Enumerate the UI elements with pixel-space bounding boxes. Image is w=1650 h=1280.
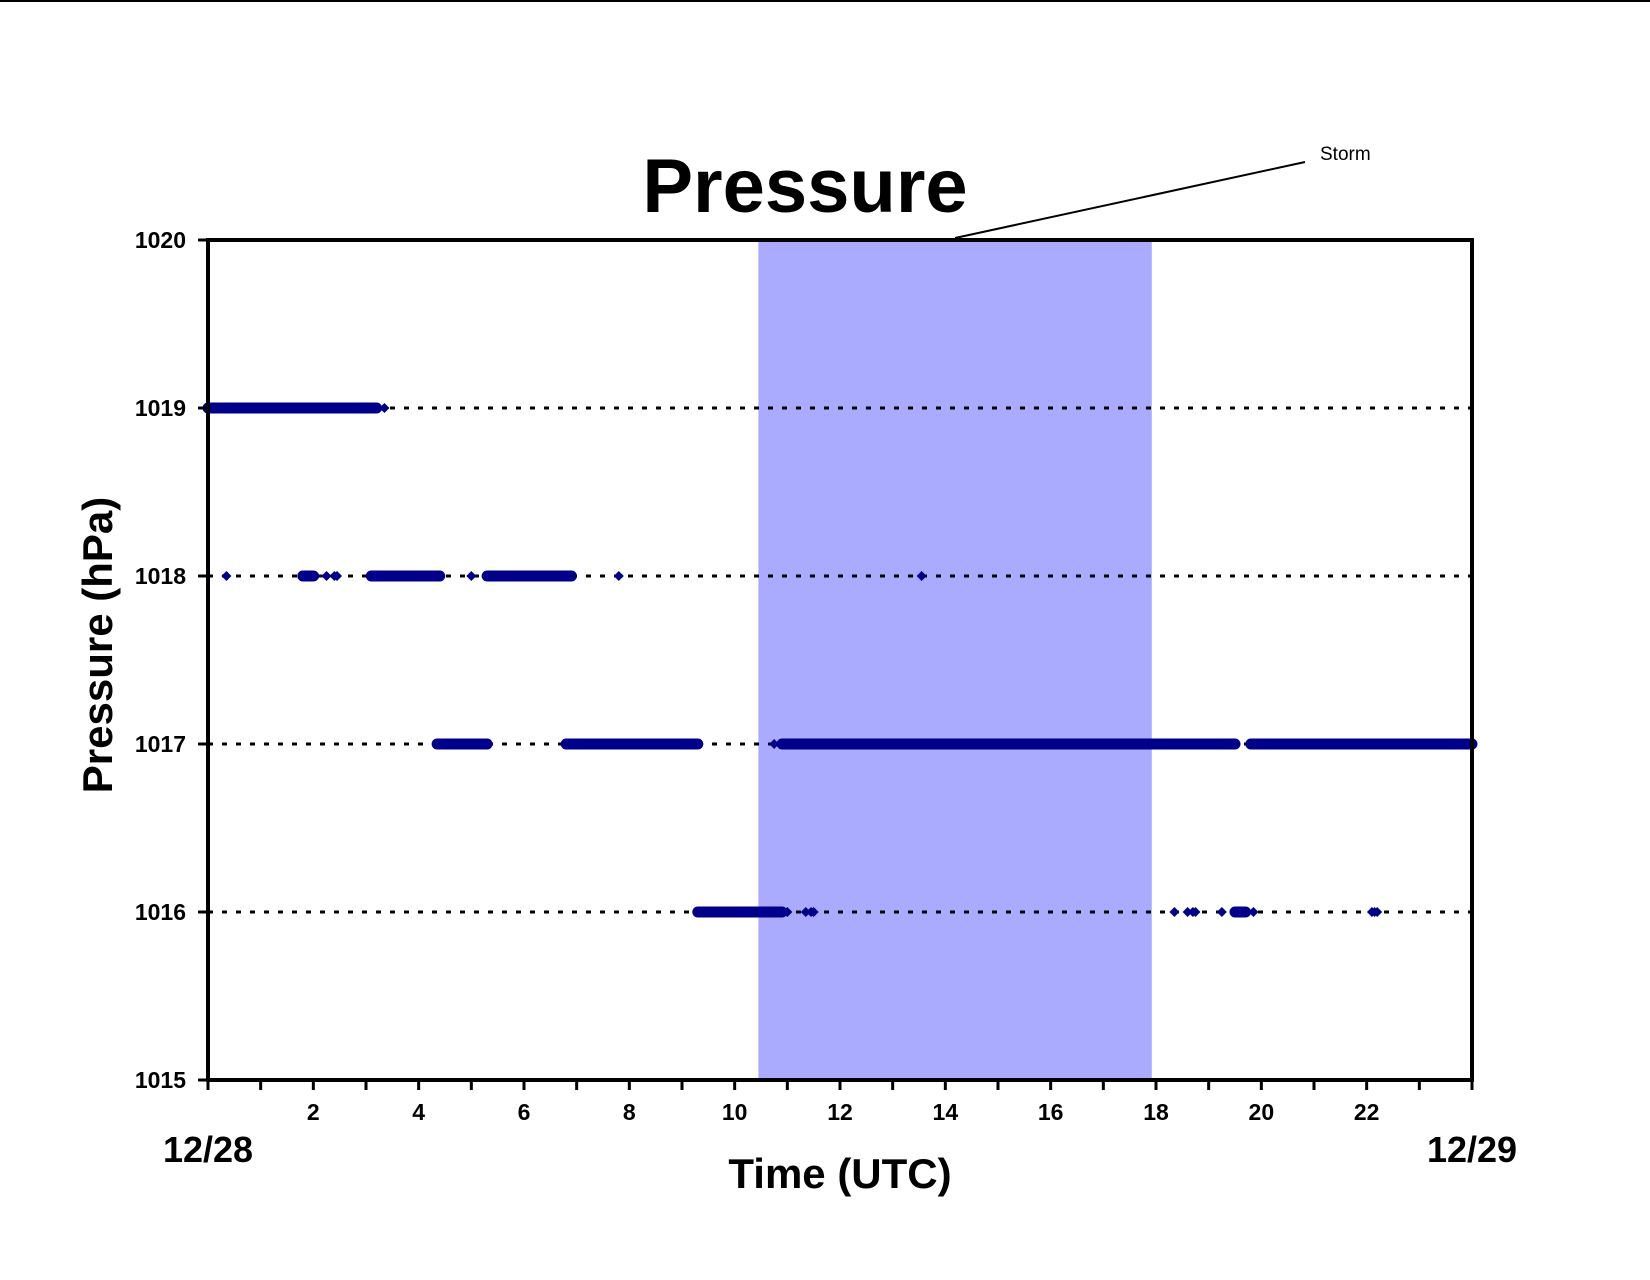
- data-point-0-0: [379, 403, 390, 413]
- x-tick-label: 8: [623, 1099, 636, 1125]
- y-tick-label: 1018: [135, 563, 186, 589]
- data-point-0-9: [769, 739, 780, 749]
- date-label-0: 12/28: [163, 1129, 253, 1170]
- data-point-0-15: [1182, 907, 1193, 917]
- data-point-0-6: [466, 571, 477, 581]
- y-axis-label: Pressure (hPa): [74, 497, 121, 793]
- data-point-0-1: [221, 571, 232, 581]
- y-tick-label: 1017: [135, 731, 186, 757]
- y-tick-label: 1015: [135, 1067, 186, 1093]
- axis-layer: 1015 1016 1017 1018 1019 1020 2 4 6 8 10 12 14 16 18 20…: [135, 227, 1517, 1170]
- annotation-layer: Storm: [954, 144, 1371, 239]
- y-tick-label: 1019: [135, 395, 186, 421]
- data-layer: [202, 402, 1478, 918]
- data-point-0-2: [310, 571, 321, 581]
- x-tick-label: 20: [1249, 1099, 1275, 1125]
- x-tick-label: 12: [827, 1099, 853, 1125]
- data-point-0-22: [1372, 907, 1383, 917]
- data-point-0-3: [321, 571, 332, 581]
- data-point-0-17: [1190, 907, 1201, 917]
- storm-band-layer: [758, 240, 1152, 1080]
- y-tick-label: 1016: [135, 899, 186, 925]
- x-tick-label: 14: [933, 1099, 959, 1125]
- storm-callout-line: [954, 161, 1306, 239]
- data-point-0-7: [613, 571, 624, 581]
- date-label-1: 12/29: [1427, 1129, 1517, 1170]
- x-tick-label: 6: [518, 1099, 531, 1125]
- data-point-0-13: [808, 907, 819, 917]
- x-tick-label: 22: [1354, 1099, 1380, 1125]
- data-point-0-14: [1169, 907, 1180, 917]
- x-tick-label: 16: [1038, 1099, 1064, 1125]
- data-point-0-18: [1216, 907, 1227, 917]
- data-point-0-10: [782, 907, 793, 917]
- storm-label: Storm: [1320, 144, 1371, 165]
- chart-title: Pressure: [642, 144, 967, 229]
- x-tick-label: 4: [412, 1099, 425, 1125]
- y-tick-label: 1020: [135, 227, 186, 253]
- data-point-0-11: [800, 907, 811, 917]
- data-point-0-8: [916, 571, 927, 581]
- storm-band: [758, 240, 1152, 1080]
- x-axis-label: Time (UTC): [728, 1150, 951, 1197]
- data-point-0-5: [332, 571, 343, 581]
- x-tick-label: 10: [722, 1099, 748, 1125]
- data-point-0-19: [1248, 907, 1259, 917]
- x-tick-label: 18: [1143, 1099, 1169, 1125]
- x-tick-label: 2: [307, 1099, 320, 1125]
